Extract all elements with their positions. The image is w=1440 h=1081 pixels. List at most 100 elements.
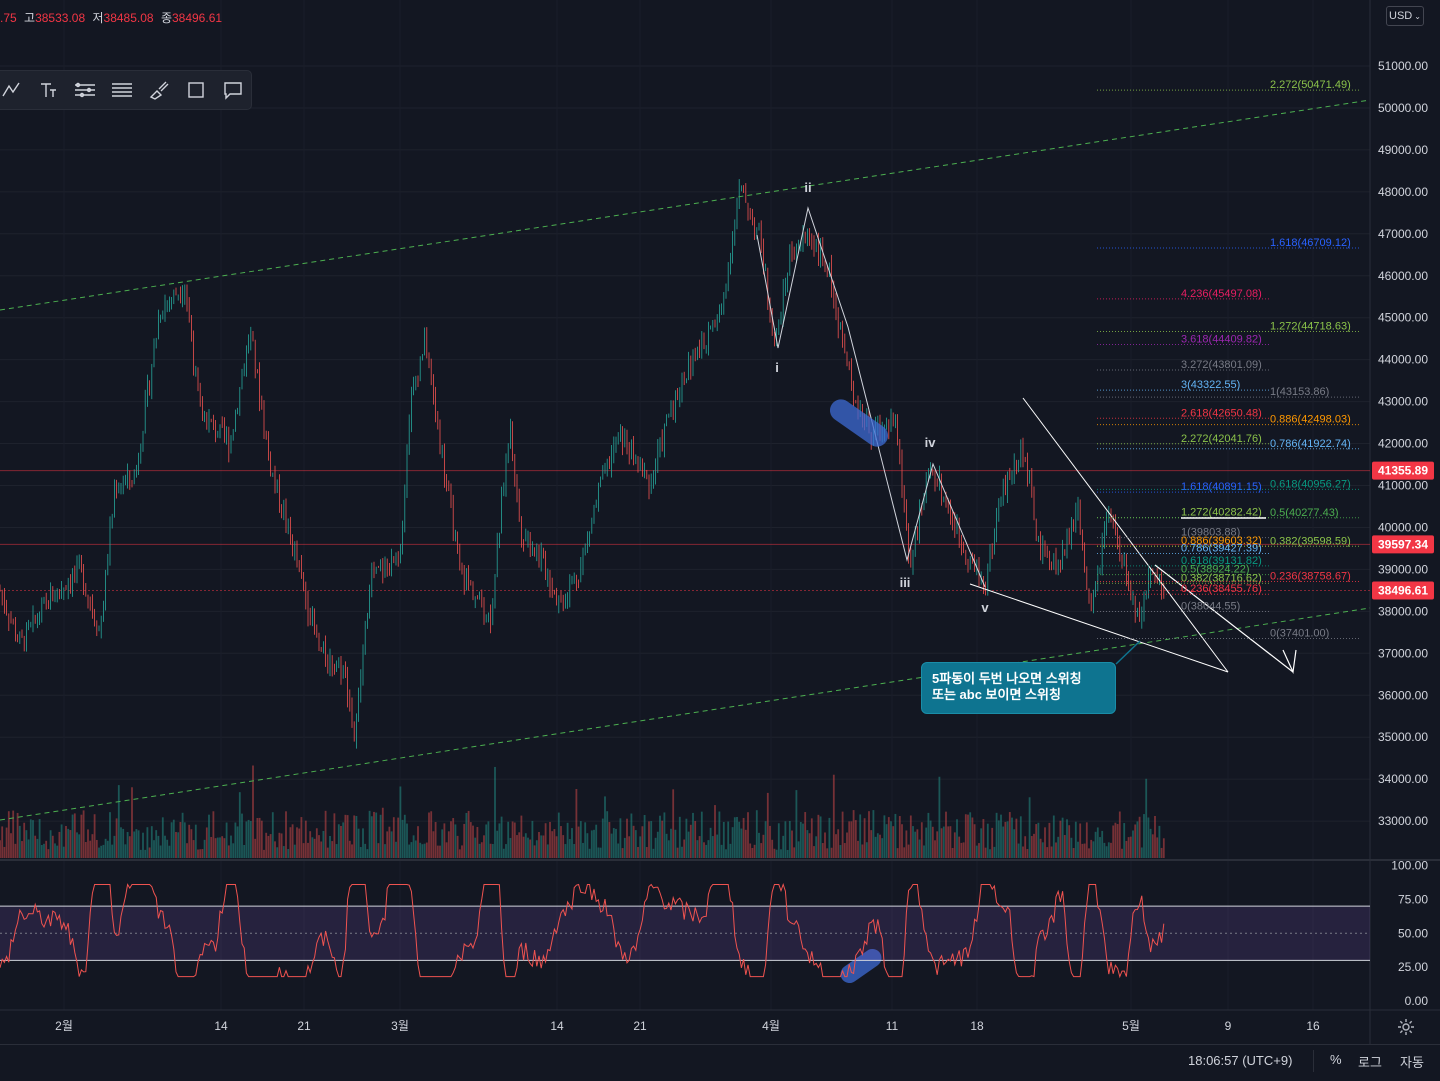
volume-bar: [1132, 830, 1134, 858]
volume-bar: [1059, 820, 1062, 858]
volume-bar: [579, 821, 582, 858]
volume-bar: [533, 845, 536, 858]
volume-bar: [1079, 823, 1082, 858]
volume-bar: [309, 831, 312, 858]
volume-bar: [128, 836, 131, 858]
volume-bar: [621, 848, 624, 858]
volume-bar: [868, 811, 870, 858]
fib-label: 0.886(39603.32): [1181, 535, 1262, 547]
volume-bar: [971, 817, 974, 858]
volume-bar: [181, 812, 184, 858]
volume-bar: [333, 813, 336, 858]
volume-bar: [467, 810, 470, 858]
auto-toggle[interactable]: 자동: [1400, 1055, 1424, 1070]
volume-bar: [298, 828, 301, 858]
volume-bar: [1096, 827, 1099, 858]
volume-bar: [566, 822, 569, 858]
volume-bar: [718, 811, 721, 858]
volume-bar: [901, 824, 903, 858]
note-callout[interactable]: 5파동이 두번 나오면 스위칭 또는 abc 보이면 스위칭: [921, 662, 1116, 714]
text-icon[interactable]: [30, 73, 67, 107]
volume-bar: [584, 822, 587, 858]
volume-bar: [1140, 847, 1143, 858]
volume-bar: [1024, 836, 1027, 858]
volume-bar: [21, 841, 23, 858]
volume-bar: [1125, 840, 1128, 858]
volume-bar: [148, 847, 151, 858]
volume-bar: [313, 838, 316, 858]
fib-label: 0.786(39427.39): [1181, 542, 1262, 554]
volume-bar: [656, 831, 659, 858]
price-tick: 33000.00: [1378, 814, 1428, 828]
volume-bar: [496, 830, 499, 858]
volume-bar: [1121, 848, 1123, 858]
volume-bar: [342, 822, 345, 858]
drawing-toolbar: [0, 70, 252, 110]
volume-bar: [16, 812, 19, 858]
list-icon[interactable]: [104, 73, 141, 107]
volume-bar: [500, 816, 503, 858]
volume-bar: [505, 844, 507, 858]
volume-bar: [408, 844, 411, 858]
volume-bar: [562, 835, 565, 858]
volume-bar: [285, 811, 287, 858]
comment-icon[interactable]: [214, 73, 251, 107]
volume-bar: [258, 817, 261, 858]
volume-bar: [991, 827, 994, 858]
volume-bar: [1147, 817, 1150, 858]
rsi-line: [0, 882, 1165, 979]
volume-bar: [104, 838, 107, 858]
zigzag-icon[interactable]: [0, 73, 30, 107]
volume-bar: [166, 839, 169, 858]
path-icon[interactable]: [67, 73, 104, 107]
volume-bar: [879, 834, 881, 858]
currency-selector[interactable]: USD ⌄: [1386, 6, 1424, 26]
log-toggle[interactable]: 로그: [1358, 1055, 1382, 1070]
volume-bar: [637, 846, 639, 858]
price-tick: 34000.00: [1378, 772, 1428, 786]
brush-icon[interactable]: [140, 73, 177, 107]
volume-bar: [667, 840, 670, 858]
volume-bar: [555, 836, 558, 858]
volume-bar: [870, 830, 873, 858]
fib-label: 3.272(43801.09): [1181, 359, 1262, 371]
volume-bar: [854, 820, 857, 858]
volume-bar: [179, 821, 182, 858]
volume-bar: [791, 830, 793, 858]
volume-bar: [245, 821, 248, 858]
wedge-upper: [1022, 397, 1229, 673]
volume-bar: [617, 843, 620, 858]
wave-count-line: [756, 206, 986, 588]
volume-bar: [881, 838, 884, 858]
volume-bar: [771, 839, 774, 858]
volume-bar: [736, 816, 738, 858]
volume-bar: [315, 828, 318, 858]
volume-bar: [544, 823, 547, 858]
gear-icon[interactable]: [1396, 1017, 1416, 1037]
volume-bar: [1101, 830, 1104, 858]
volume-bar: [368, 810, 371, 858]
volume-bar: [993, 846, 996, 858]
volume-bar: [1162, 838, 1165, 858]
rectangle-icon[interactable]: [177, 73, 214, 107]
wave-label: v: [981, 600, 989, 615]
callout-pointer: [1115, 640, 1141, 665]
percent-toggle[interactable]: %: [1330, 1052, 1342, 1067]
volume-bar: [707, 840, 710, 858]
rsi-highlight-marker: [840, 948, 882, 984]
volume-bar: [445, 842, 448, 858]
volume-bar: [1046, 847, 1049, 858]
volume-bar: [817, 814, 820, 858]
fib-label: 0.5(40277.43): [1270, 507, 1339, 519]
volume-bar: [1116, 824, 1119, 858]
price-tick: 46000.00: [1378, 269, 1428, 283]
volume-bar: [898, 816, 901, 858]
volume-bar: [821, 843, 824, 858]
price-label: 41355.89: [1378, 464, 1428, 478]
volume-bar: [276, 847, 279, 858]
volume-bar: [676, 847, 679, 858]
volume-bar: [1123, 823, 1126, 858]
fib-label: 0.236(38455.76): [1181, 583, 1262, 595]
volume-bar: [522, 836, 525, 858]
